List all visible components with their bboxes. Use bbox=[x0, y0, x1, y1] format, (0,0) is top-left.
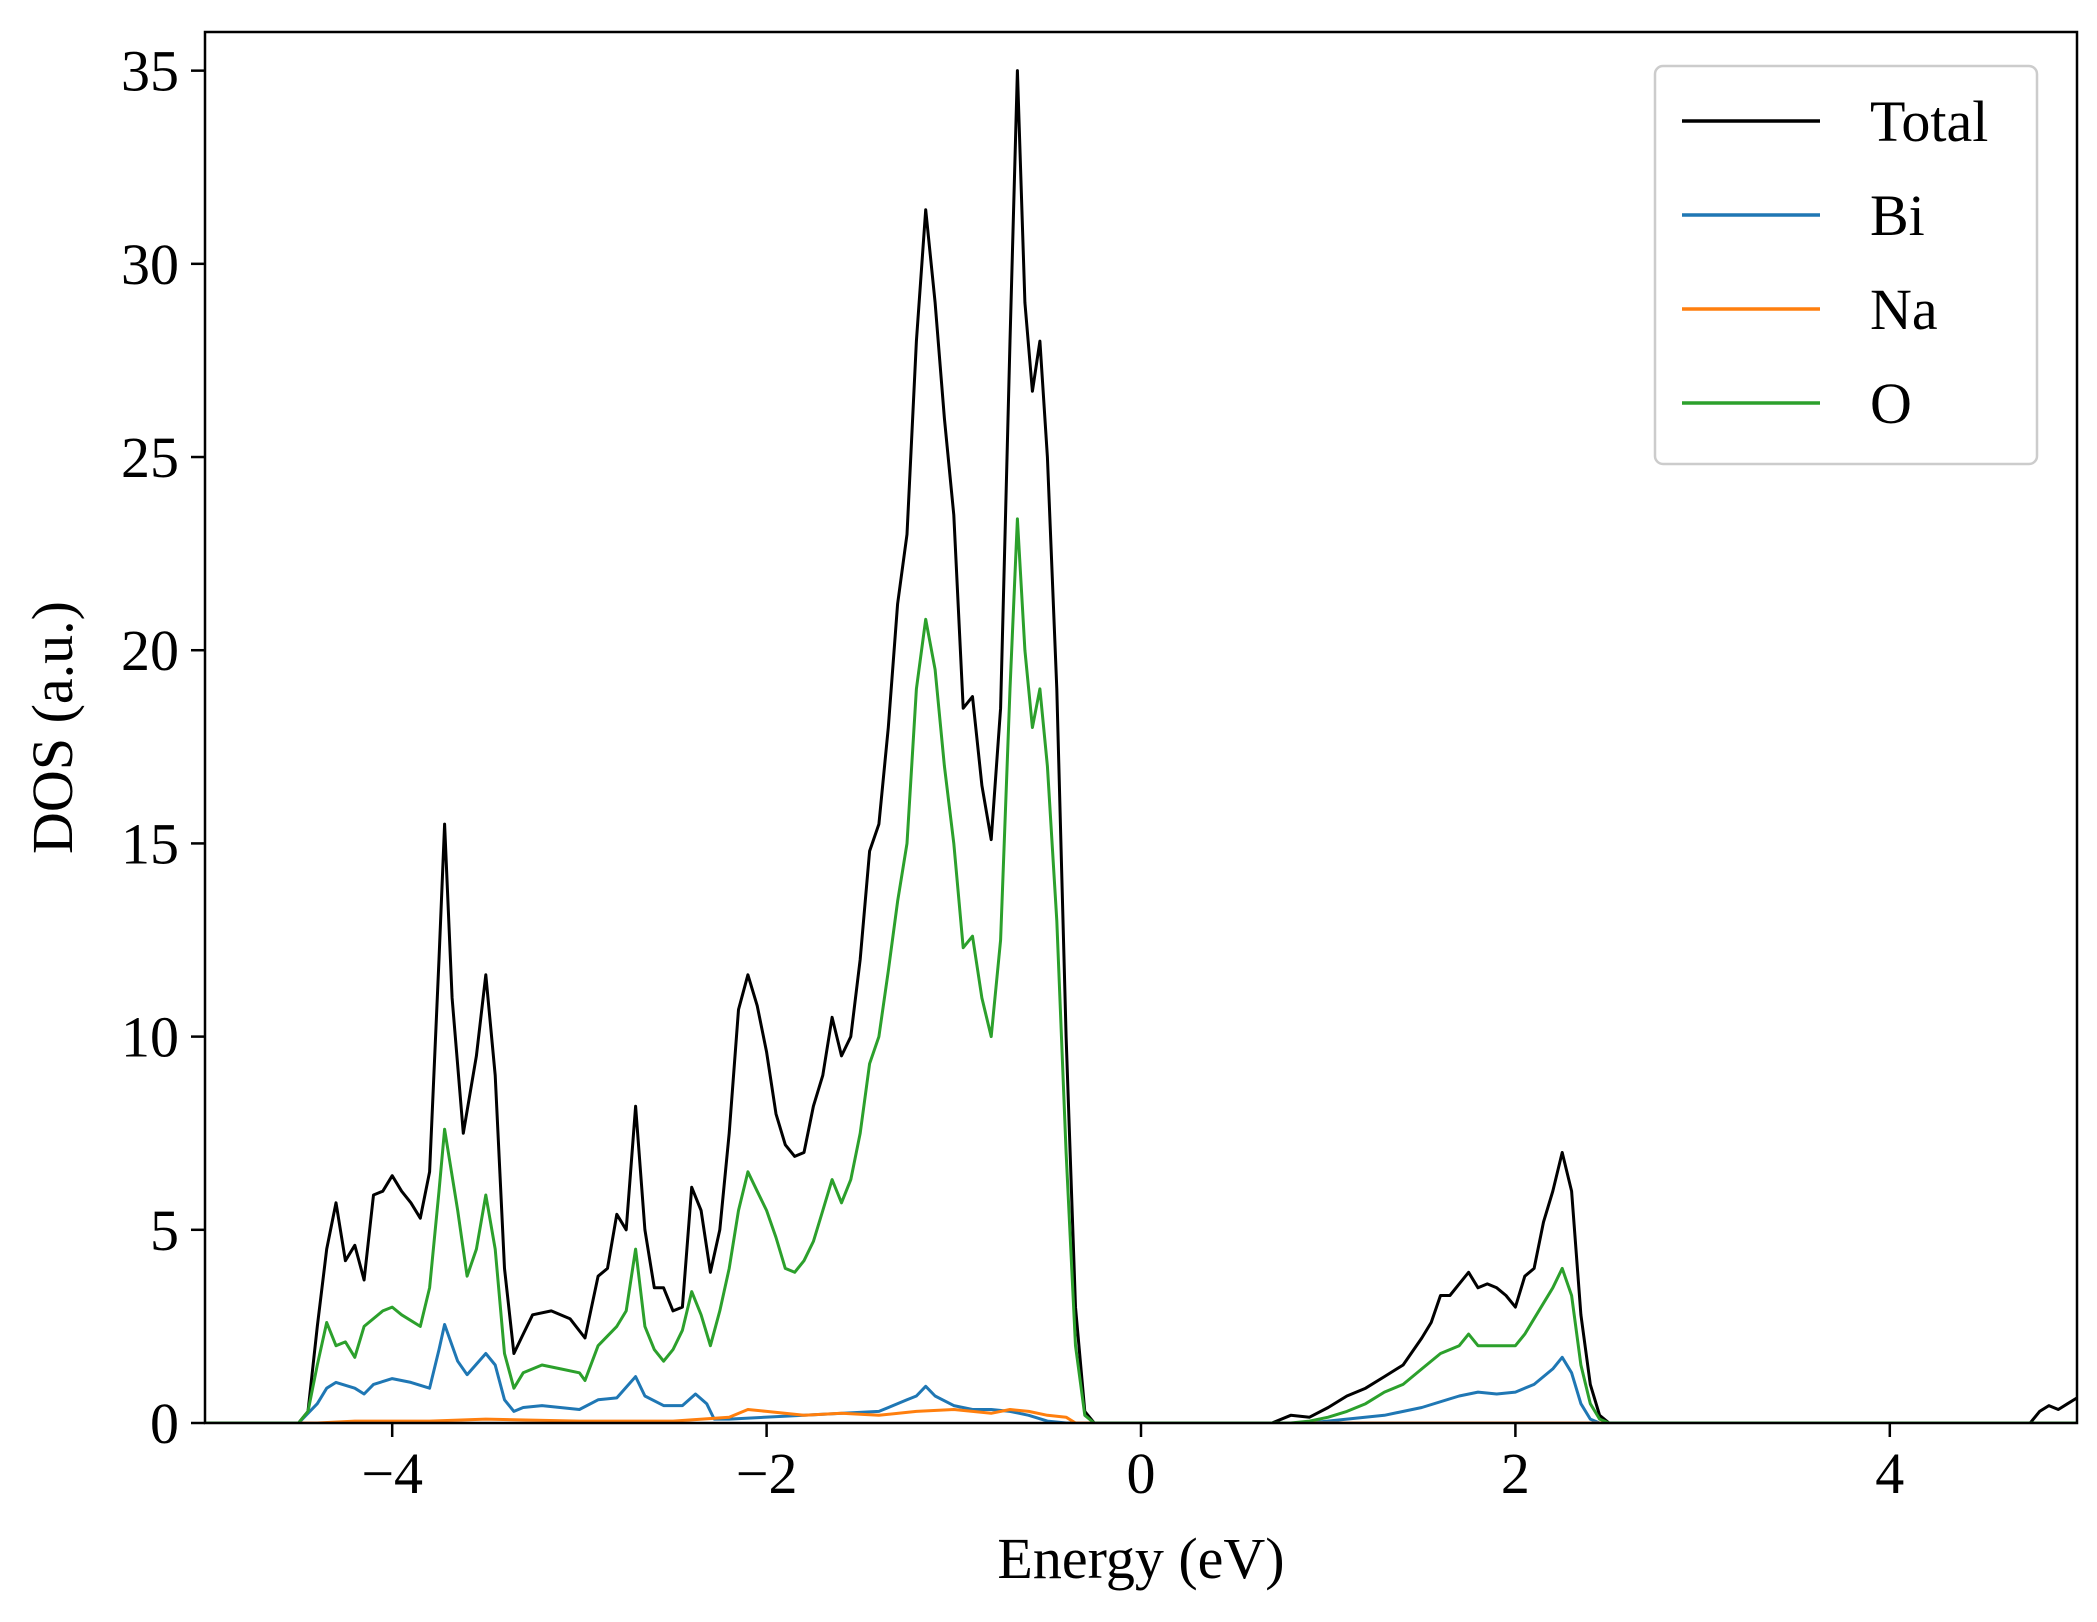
plot-area bbox=[205, 69, 2077, 1423]
y-axis: 0 5 10 15 20 25 30 35 bbox=[121, 39, 205, 1456]
series-line-bi bbox=[205, 1323, 2077, 1423]
series-line-na bbox=[205, 1408, 2077, 1423]
y-tick-label: 35 bbox=[121, 39, 179, 104]
x-axis-label: Energy (eV) bbox=[997, 1526, 1284, 1591]
series-line-o bbox=[205, 517, 2077, 1423]
y-tick-label: 30 bbox=[121, 232, 179, 297]
legend-label-na: Na bbox=[1870, 277, 1938, 342]
legend-label-o: O bbox=[1870, 371, 1912, 436]
y-tick-label: 5 bbox=[150, 1198, 179, 1263]
y-tick-label: 25 bbox=[121, 425, 179, 490]
legend-label-total: Total bbox=[1870, 89, 1988, 154]
legend-label-bi: Bi bbox=[1870, 183, 1925, 248]
series-line-total bbox=[205, 69, 2077, 1423]
x-tick-label: −2 bbox=[736, 1441, 798, 1506]
y-tick-label: 20 bbox=[121, 618, 179, 683]
x-axis: −4 −2 0 2 4 bbox=[361, 1423, 1904, 1506]
x-tick-label: −4 bbox=[361, 1441, 423, 1506]
x-tick-label: 4 bbox=[1875, 1441, 1904, 1506]
legend-box bbox=[1653, 64, 2039, 466]
x-tick-label: 0 bbox=[1127, 1441, 1156, 1506]
y-tick-label: 15 bbox=[121, 811, 179, 876]
y-tick-label: 0 bbox=[150, 1391, 179, 1456]
legend: Total Bi Na O bbox=[1653, 64, 2039, 466]
y-tick-label: 10 bbox=[121, 1005, 179, 1070]
y-axis-label: DOS (a.u.) bbox=[20, 601, 85, 854]
x-tick-label: 2 bbox=[1501, 1441, 1530, 1506]
